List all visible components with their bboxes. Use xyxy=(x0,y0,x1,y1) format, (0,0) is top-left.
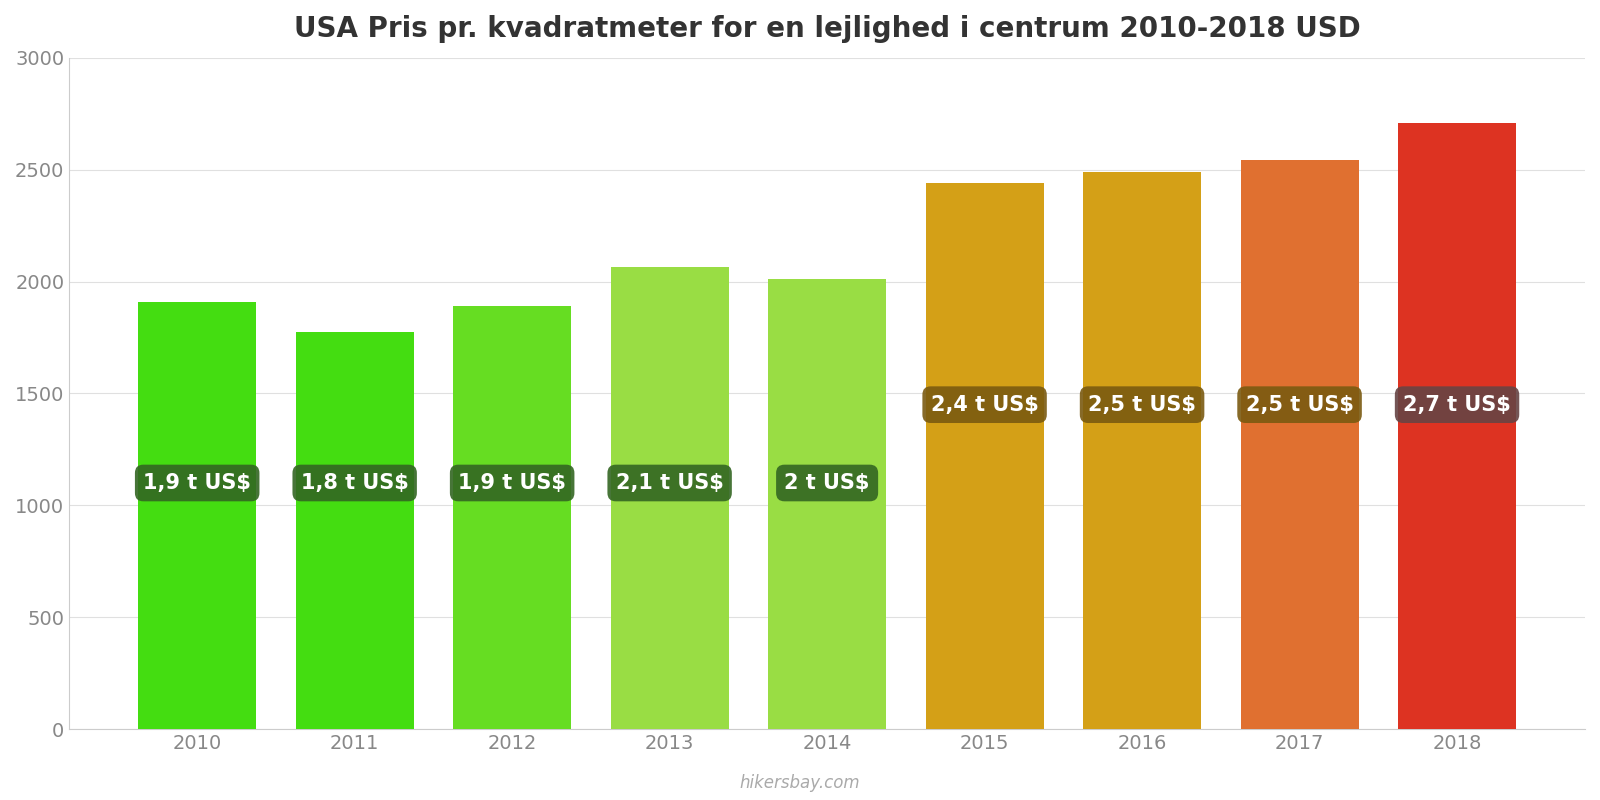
Text: 2 t US$: 2 t US$ xyxy=(784,473,870,493)
Bar xyxy=(768,279,886,729)
Bar xyxy=(296,332,414,729)
Title: USA Pris pr. kvadratmeter for en lejlighed i centrum 2010-2018 USD: USA Pris pr. kvadratmeter for en lejligh… xyxy=(294,15,1360,43)
Text: 2,4 t US$: 2,4 t US$ xyxy=(931,394,1038,414)
Bar xyxy=(925,183,1043,729)
Text: 2,5 t US$: 2,5 t US$ xyxy=(1088,394,1197,414)
Text: 1,9 t US$: 1,9 t US$ xyxy=(144,473,251,493)
Bar xyxy=(611,267,728,729)
Bar xyxy=(1398,122,1517,729)
Bar xyxy=(453,306,571,729)
Bar xyxy=(138,302,256,729)
Bar xyxy=(1240,160,1358,729)
Text: 1,8 t US$: 1,8 t US$ xyxy=(301,473,408,493)
Text: 2,1 t US$: 2,1 t US$ xyxy=(616,473,723,493)
Text: 2,7 t US$: 2,7 t US$ xyxy=(1403,394,1510,414)
Text: 1,9 t US$: 1,9 t US$ xyxy=(458,473,566,493)
Text: hikersbay.com: hikersbay.com xyxy=(739,774,861,792)
Bar xyxy=(1083,172,1202,729)
Text: 2,5 t US$: 2,5 t US$ xyxy=(1246,394,1354,414)
